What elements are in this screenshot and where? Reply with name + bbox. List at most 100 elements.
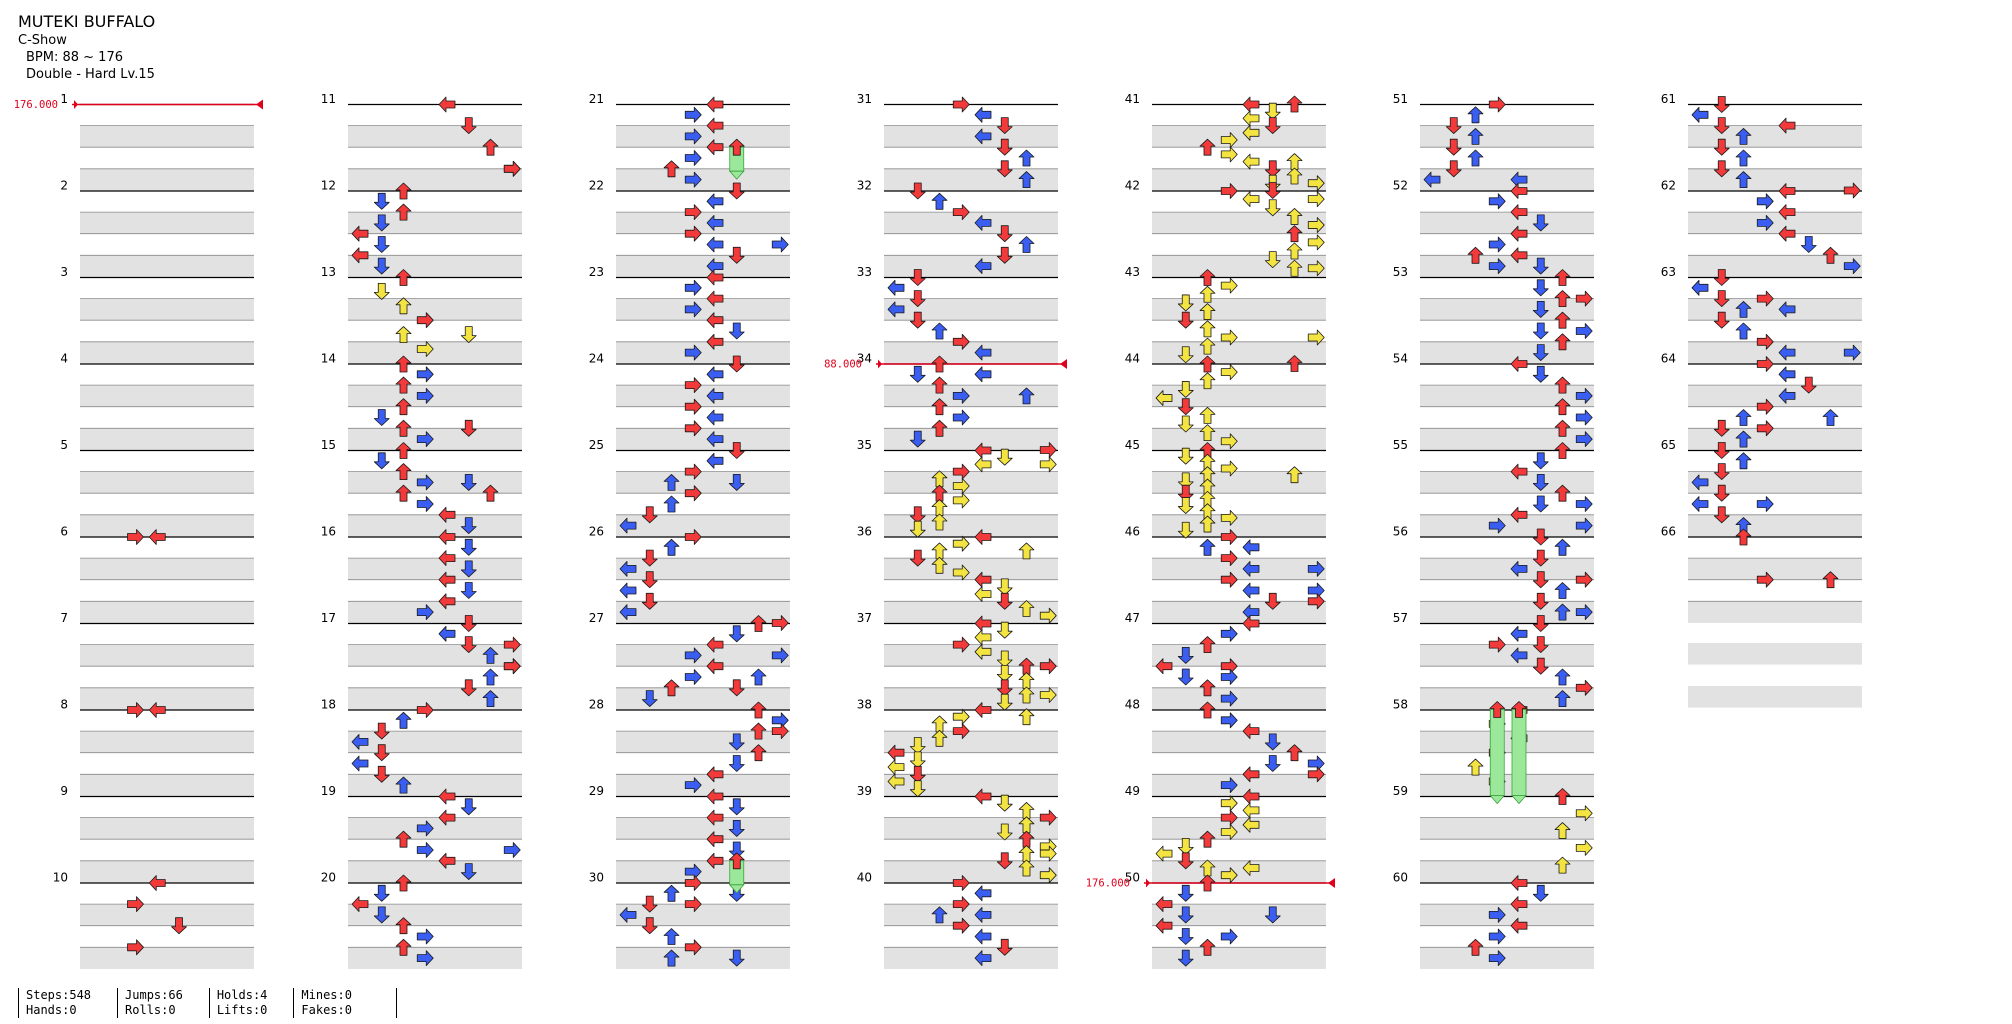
step-arrow — [1488, 193, 1506, 210]
step-arrow — [619, 907, 637, 923]
step-arrow — [1713, 442, 1730, 459]
step-arrow — [887, 773, 905, 790]
beat-band — [616, 860, 790, 883]
step-arrow — [663, 495, 680, 513]
step-arrow — [1735, 452, 1752, 470]
step-arrow — [909, 549, 926, 567]
step-arrow — [931, 322, 948, 340]
step-arrow — [395, 463, 412, 481]
step-arrow — [1735, 322, 1752, 340]
step-arrow — [1510, 896, 1528, 912]
step-arrow — [373, 192, 390, 210]
step-arrow — [460, 636, 477, 653]
step-arrow — [1242, 802, 1260, 819]
step-arrow — [1264, 755, 1281, 772]
step-arrow — [1554, 376, 1571, 394]
step-arrow — [1177, 838, 1194, 855]
step-arrow — [1445, 138, 1462, 156]
measure-number: 9 — [60, 784, 68, 798]
step-arrow — [931, 419, 948, 437]
step-arrow — [684, 420, 702, 437]
step-arrow — [974, 950, 992, 966]
beat-band — [348, 125, 522, 148]
beat-band — [884, 947, 1058, 969]
measure-number: 53 — [1393, 265, 1408, 279]
step-arrow — [1307, 260, 1325, 277]
beat-band — [616, 514, 790, 537]
step-arrow — [952, 875, 970, 891]
step-arrow — [974, 214, 992, 231]
measure-number: 66 — [1661, 525, 1676, 539]
step-arrow — [373, 722, 390, 740]
step-arrow — [1199, 830, 1216, 848]
step-arrow — [706, 366, 724, 383]
step-arrow — [460, 582, 477, 599]
measure-number: 33 — [857, 265, 872, 279]
step-arrow — [909, 430, 926, 448]
measure-number: 65 — [1661, 438, 1676, 452]
beat-band — [884, 774, 1058, 796]
beat-band — [80, 341, 254, 364]
beat-band — [884, 860, 1058, 883]
beat-band — [616, 168, 790, 191]
step-arrow — [460, 679, 477, 697]
beat-band — [348, 558, 522, 580]
step-arrow — [996, 592, 1013, 610]
step-arrow — [952, 896, 970, 912]
beat-band — [1420, 125, 1594, 148]
measure-number: 4 — [60, 352, 68, 366]
step-arrow — [171, 917, 187, 935]
step-arrow — [416, 950, 434, 966]
stat-jumps: Jumps:66 — [125, 988, 183, 1002]
beat-band — [348, 817, 522, 840]
step-arrow — [148, 529, 166, 545]
step-arrow — [438, 529, 456, 545]
step-arrow — [1532, 615, 1549, 632]
beat-band — [884, 212, 1058, 234]
step-arrow — [1735, 409, 1752, 426]
step-arrow — [503, 658, 521, 675]
step-arrow — [684, 398, 702, 415]
step-arrow — [684, 777, 702, 793]
step-arrow — [1199, 138, 1216, 156]
step-arrow — [728, 679, 745, 697]
step-arrow — [931, 513, 948, 531]
step-arrow — [641, 571, 658, 589]
step-arrow — [1756, 356, 1774, 372]
step-arrow — [1177, 906, 1194, 924]
step-arrow — [996, 117, 1013, 134]
step-arrow — [482, 647, 499, 664]
step-arrow — [684, 377, 702, 394]
beat-band — [1420, 471, 1594, 494]
step-arrow — [706, 831, 724, 848]
beat-band — [1152, 731, 1326, 753]
step-arrow — [909, 311, 926, 329]
beat-band — [1152, 558, 1326, 580]
beat-band — [1152, 860, 1326, 883]
step-arrow — [1510, 917, 1528, 934]
step-arrow — [438, 788, 456, 805]
step-arrow — [1018, 708, 1035, 726]
step-arrow — [1155, 658, 1173, 675]
beat-band — [884, 125, 1058, 148]
measure-number: 11 — [321, 92, 336, 106]
step-arrow — [1242, 124, 1260, 141]
step-arrow — [1510, 204, 1528, 221]
measure-number: 25 — [589, 438, 604, 452]
step-arrow — [1735, 430, 1752, 448]
step-arrow — [1554, 690, 1571, 707]
step-arrow — [728, 246, 745, 264]
step-arrow — [351, 755, 369, 772]
measure-number: 2 — [60, 179, 68, 193]
measure-number: 26 — [589, 525, 604, 539]
step-arrow — [1307, 766, 1325, 783]
measure-number: 22 — [589, 179, 604, 193]
step-arrow — [127, 896, 144, 912]
beat-band — [80, 212, 254, 234]
beat-band — [348, 687, 522, 710]
measure-number: 61 — [1661, 92, 1676, 106]
measure-number: 48 — [1125, 698, 1140, 712]
step-arrow — [1220, 329, 1238, 346]
measure-number: 45 — [1125, 438, 1140, 452]
